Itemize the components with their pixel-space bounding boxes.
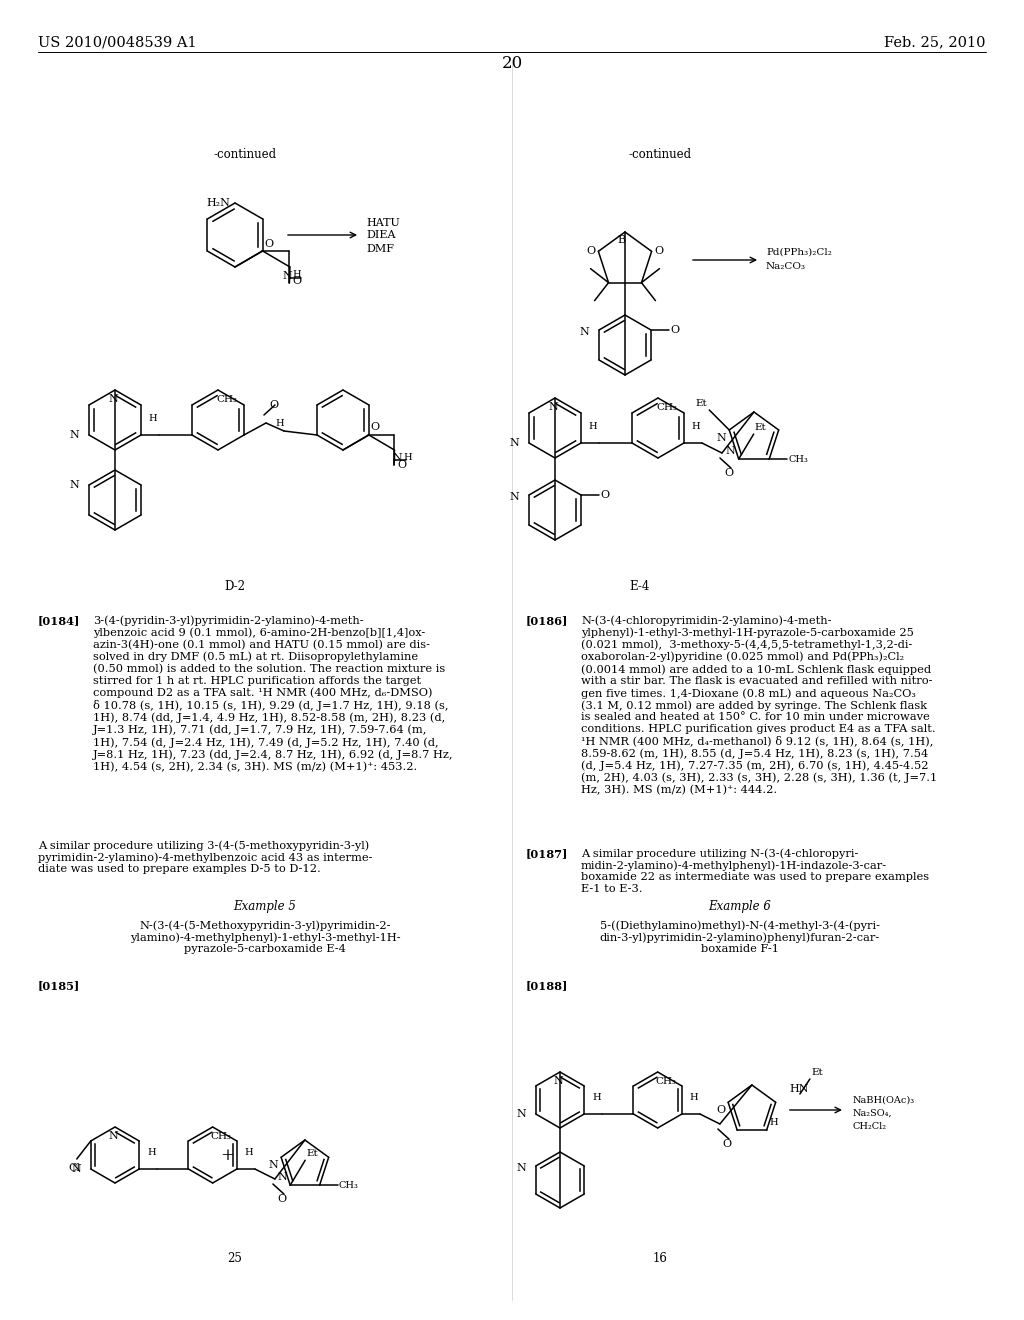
Text: [0187]: [0187]	[526, 847, 568, 859]
Text: H: H	[403, 453, 412, 462]
Text: N: N	[580, 327, 589, 337]
Text: N: N	[109, 393, 118, 404]
Text: [0186]: [0186]	[526, 615, 568, 626]
Text: D-2: D-2	[224, 579, 246, 593]
Text: N: N	[70, 430, 79, 440]
Text: [0185]: [0185]	[38, 979, 80, 991]
Text: N: N	[516, 1163, 525, 1173]
Text: N: N	[71, 1164, 81, 1173]
Text: E-4: E-4	[630, 579, 650, 593]
Text: N: N	[717, 433, 726, 444]
Text: O: O	[276, 1195, 286, 1204]
Text: H: H	[275, 418, 285, 428]
Text: H: H	[589, 422, 597, 432]
Text: H: H	[592, 1093, 600, 1102]
Text: CH₃: CH₃	[216, 395, 237, 404]
Text: Et: Et	[755, 422, 766, 432]
Text: CH₃: CH₃	[339, 1180, 358, 1189]
Text: 5-((Diethylamino)methyl)-N-(4-methyl-3-(4-(pyri-
din-3-yl)pyrimidin-2-ylamino)ph: 5-((Diethylamino)methyl)-N-(4-methyl-3-(…	[600, 920, 880, 954]
Text: O: O	[716, 1105, 725, 1115]
Text: Example 5: Example 5	[233, 900, 296, 913]
Text: Cl: Cl	[69, 1163, 81, 1173]
Text: O: O	[269, 400, 279, 411]
Text: DIEA: DIEA	[366, 230, 395, 240]
Text: CH₃: CH₃	[655, 1077, 677, 1086]
Text: N-(3-(4-chloropyrimidin-2-ylamino)-4-meth-
ylphenyl)-1-ethyl-3-methyl-1H-pyrazol: N-(3-(4-chloropyrimidin-2-ylamino)-4-met…	[581, 615, 937, 796]
Text: HATU: HATU	[366, 218, 399, 228]
Text: H: H	[146, 1148, 156, 1158]
Text: Et: Et	[695, 399, 708, 408]
Text: HN: HN	[790, 1084, 809, 1094]
Text: N: N	[509, 438, 519, 447]
Text: -continued: -continued	[213, 148, 276, 161]
Text: N: N	[282, 271, 292, 281]
Text: A similar procedure utilizing N-(3-(4-chloropyri-
midin-2-ylamino)-4-methylpheny: A similar procedure utilizing N-(3-(4-ch…	[581, 847, 929, 894]
Text: CH₃: CH₃	[656, 403, 677, 412]
Text: N-(3-(4-(5-Methoxypyridin-3-yl)pyrimidin-2-
ylamino)-4-methylphenyl)-1-ethyl-3-m: N-(3-(4-(5-Methoxypyridin-3-yl)pyrimidin…	[130, 920, 400, 954]
Text: N: N	[70, 480, 79, 490]
Text: H: H	[770, 1118, 778, 1127]
Text: H: H	[245, 1148, 253, 1158]
Text: H: H	[148, 414, 158, 422]
Text: H: H	[691, 422, 700, 432]
Text: 3-(4-(pyridin-3-yl)pyrimidin-2-ylamino)-4-meth-
ylbenzoic acid 9 (0.1 mmol), 6-a: 3-(4-(pyridin-3-yl)pyrimidin-2-ylamino)-…	[93, 615, 454, 772]
Text: O: O	[670, 325, 679, 335]
Text: -continued: -continued	[629, 148, 691, 161]
Text: CH₂Cl₂: CH₂Cl₂	[853, 1122, 887, 1131]
Text: A similar procedure utilizing 3-(4-(5-methoxypyridin-3-yl)
pyrimidin-2-ylamino)-: A similar procedure utilizing 3-(4-(5-me…	[38, 840, 373, 874]
Text: O: O	[293, 276, 301, 286]
Text: N: N	[553, 1076, 563, 1086]
Text: CH₃: CH₃	[211, 1133, 231, 1140]
Text: N: N	[392, 453, 402, 463]
Text: H: H	[689, 1093, 698, 1102]
Text: Et: Et	[812, 1068, 823, 1077]
Text: O: O	[722, 1139, 731, 1148]
Text: N: N	[278, 1172, 287, 1183]
Text: O: O	[654, 247, 664, 256]
Text: Na₂SO₄,: Na₂SO₄,	[853, 1109, 893, 1118]
Text: Feb. 25, 2010: Feb. 25, 2010	[885, 36, 986, 49]
Text: O: O	[587, 247, 595, 256]
Text: N: N	[268, 1160, 279, 1171]
Text: H: H	[292, 271, 300, 279]
Text: NaBH(OAc)₃: NaBH(OAc)₃	[853, 1096, 915, 1105]
Text: N: N	[109, 1131, 118, 1140]
Text: O: O	[397, 459, 407, 470]
Text: 16: 16	[652, 1251, 668, 1265]
Text: O: O	[371, 422, 380, 432]
Text: N: N	[726, 446, 735, 455]
Text: +: +	[221, 1147, 234, 1163]
Text: 20: 20	[502, 55, 522, 73]
Text: Example 6: Example 6	[709, 900, 771, 913]
Text: N: N	[516, 1109, 525, 1119]
Text: Pd(PPh₃)₂Cl₂: Pd(PPh₃)₂Cl₂	[766, 248, 831, 257]
Text: N: N	[548, 403, 558, 412]
Text: Na₂CO₃: Na₂CO₃	[766, 261, 806, 271]
Text: O: O	[264, 239, 273, 249]
Text: [0184]: [0184]	[38, 615, 80, 626]
Text: CH₃: CH₃	[788, 454, 808, 463]
Text: DMF: DMF	[366, 244, 394, 253]
Text: 25: 25	[227, 1251, 243, 1265]
Text: US 2010/0048539 A1: US 2010/0048539 A1	[38, 36, 197, 49]
Text: [0188]: [0188]	[526, 979, 568, 991]
Text: O: O	[724, 469, 733, 478]
Text: Et: Et	[306, 1150, 318, 1158]
Text: N: N	[509, 492, 519, 502]
Text: H₂N: H₂N	[206, 198, 230, 209]
Text: B: B	[616, 235, 625, 246]
Text: O: O	[600, 490, 609, 500]
